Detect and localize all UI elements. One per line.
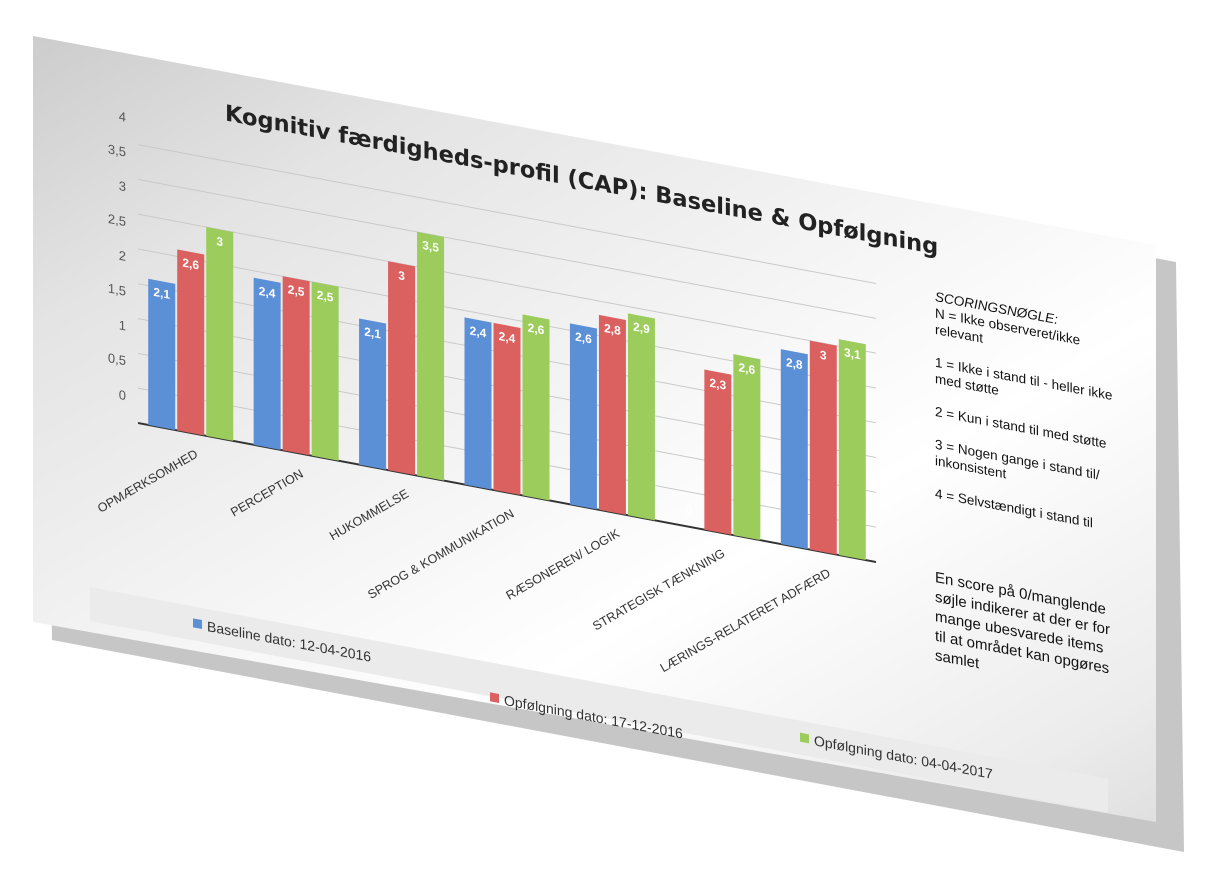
legend-band	[90, 586, 1108, 813]
data-label: 2,1	[153, 285, 170, 302]
data-label: 3	[398, 268, 405, 283]
bar	[493, 322, 521, 496]
y-tick-label: 3,5	[108, 141, 126, 159]
data-label: 2,4	[470, 323, 487, 340]
bar	[148, 278, 176, 430]
data-label: 3	[216, 234, 223, 249]
bar	[522, 314, 550, 501]
bar	[311, 281, 339, 461]
data-label: 2,9	[633, 319, 650, 336]
y-tick-label: 1,5	[108, 281, 126, 299]
y-tick-label: 2	[119, 248, 126, 264]
bar	[359, 318, 387, 470]
bar	[177, 249, 205, 436]
bar	[206, 227, 234, 441]
data-label: 2,4	[499, 329, 516, 346]
y-tick-label: 0	[119, 387, 126, 403]
y-tick-label: 0,5	[108, 350, 126, 368]
data-label: 2,6	[182, 255, 199, 272]
bar	[417, 231, 445, 481]
data-label: 0	[686, 503, 693, 518]
bar	[464, 317, 492, 490]
category-label: OPMÆRKSOMHED	[95, 447, 200, 516]
bar	[780, 349, 808, 550]
data-label: 3	[820, 348, 827, 363]
bar	[838, 339, 866, 561]
category-label: HUKOMMELSE	[327, 487, 411, 544]
data-label: 2,6	[739, 360, 756, 377]
y-tick-label: 4	[119, 109, 126, 125]
data-label: 2,5	[317, 288, 334, 305]
gridline	[138, 144, 876, 285]
y-tick-label: 2,5	[108, 211, 126, 229]
data-label: 2,4	[259, 284, 276, 301]
bars	[148, 227, 866, 561]
legend-swatch	[193, 618, 202, 630]
bar	[253, 277, 281, 450]
data-labels: 2,1 2,6 3 2,4 2,5 2,5 2,1 3 3,5 2,4 2,4 2,6 2,6 2,8 2,…	[153, 234, 861, 518]
bar	[627, 313, 655, 521]
scoring-key: SCORINGSNØGLE:N = Ikke observeret/ikkere…	[935, 289, 1112, 677]
category-label: PERCEPTION	[228, 467, 305, 520]
category-label: STRATEGISK TÆNKNING	[590, 546, 727, 633]
data-label: 2,8	[604, 321, 621, 338]
data-label: 2,3	[710, 376, 727, 393]
bar	[598, 314, 626, 515]
bar	[569, 323, 597, 510]
y-tick-label: 3	[119, 178, 126, 194]
bar	[809, 340, 837, 555]
data-label: 2,6	[528, 320, 545, 337]
category-label: SPROG & KOMMUNIKATION	[365, 506, 516, 601]
data-label: 2,8	[786, 355, 803, 372]
data-label: 3,1	[844, 345, 861, 362]
legend-swatch	[800, 732, 809, 744]
bar	[282, 276, 310, 456]
chart-title: Kognitiv færdigheds-profil (CAP): Baseli…	[225, 101, 938, 261]
data-label: 3,5	[422, 238, 439, 255]
data-label: 2,1	[364, 325, 381, 342]
data-label: 2,6	[575, 329, 592, 346]
gridline	[138, 178, 876, 319]
bar	[733, 354, 761, 541]
legend-swatch	[490, 692, 499, 703]
data-label: 2,5	[288, 282, 305, 299]
bar	[388, 261, 416, 476]
bar	[704, 369, 732, 535]
y-tick-label: 1	[119, 317, 126, 333]
category-label: RÆSONEREN/ LOGIK	[504, 526, 623, 603]
gridline	[138, 213, 876, 354]
y-axis-ticks: 0 0,5 1 1,5 2 2,5 3 3,5 4	[108, 109, 126, 404]
scoring-key-line: 4 = Selvstændigt i stand til	[935, 486, 1093, 531]
